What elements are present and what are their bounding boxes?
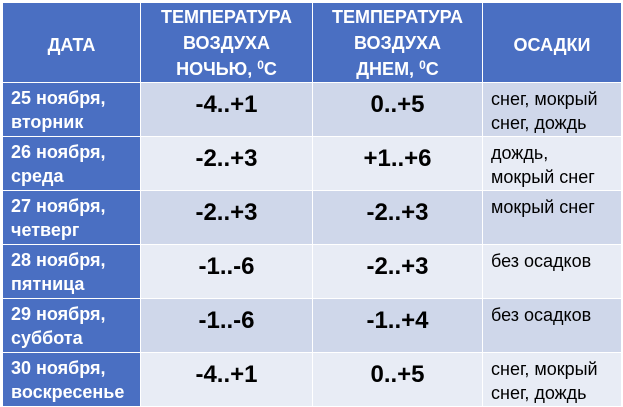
header-precip-label: ОСАДКИ xyxy=(513,34,591,55)
day-temp-cell: -2..+3 xyxy=(312,244,483,299)
header-day-degree: 0 xyxy=(419,57,426,72)
header-night-line2: ВОЗДУХА xyxy=(182,32,271,53)
table-row: 25 ноября, вторник -4..+1 0..+5 снег, мок… xyxy=(2,82,622,137)
header-precipitation: ОСАДКИ xyxy=(482,2,622,83)
precip-cell: без осадков xyxy=(482,298,622,353)
precip-cell: мокрый снег xyxy=(482,190,622,245)
day-temp-cell: 0..+5 xyxy=(312,82,483,137)
precip-line1: без осадков xyxy=(491,251,592,271)
precip-line2: снег, дождь xyxy=(491,113,587,133)
header-day-temp: ТЕМПЕРАТУРА ВОЗДУХА ДНЕМ, 0C xyxy=(312,2,483,83)
precip-line1: снег, мокрый xyxy=(491,89,598,109)
header-night-line3: НОЧЬЮ, xyxy=(176,58,258,79)
header-night-degree: 0 xyxy=(257,57,264,72)
date-label: 28 ноября, xyxy=(11,250,106,270)
night-temp-cell: -1..-6 xyxy=(140,244,313,299)
weekday-label: среда xyxy=(11,166,64,186)
date-cell: 25 ноября, вторник xyxy=(2,82,141,137)
header-date-label: ДАТА xyxy=(47,34,96,55)
night-temp-cell: -4..+1 xyxy=(140,352,313,407)
night-temp-cell: -2..+3 xyxy=(140,136,313,191)
table-row: 27 ноября, четверг -2..+3 -2..+3 мокрый с… xyxy=(2,190,622,245)
date-label: 26 ноября, xyxy=(11,142,106,162)
weekday-label: пятница xyxy=(11,274,85,294)
precip-line1: мокрый снег xyxy=(491,197,595,217)
night-temp-cell: -2..+3 xyxy=(140,190,313,245)
header-night-temp: ТЕМПЕРАТУРА ВОЗДУХА НОЧЬЮ, 0C xyxy=(140,2,313,83)
table-row: 29 ноября, суббота -1..-6 -1..+4 без осад… xyxy=(2,298,622,353)
header-night-line1: ТЕМПЕРАТУРА xyxy=(160,6,293,27)
date-label: 29 ноября, xyxy=(11,304,106,324)
table-row: 28 ноября, пятница -1..-6 -2..+3 без осад… xyxy=(2,244,622,299)
weekday-label: суббота xyxy=(11,328,83,348)
date-label: 25 ноября, xyxy=(11,88,106,108)
table-row: 26 ноября, среда -2..+3 +1..+6 дождь, мокр… xyxy=(2,136,622,191)
weekday-label: четверг xyxy=(11,220,80,240)
precip-cell: снег, мокрый снег, дождь xyxy=(482,82,622,137)
night-temp-cell: -1..-6 xyxy=(140,298,313,353)
header-night-unit: C xyxy=(263,58,277,79)
date-cell: 30 ноября, воскресенье xyxy=(2,352,141,407)
precip-line1: без осадков xyxy=(491,305,592,325)
precip-line2: снег, дождь xyxy=(491,383,587,403)
day-temp-cell: -1..+4 xyxy=(312,298,483,353)
night-temp-cell: -4..+1 xyxy=(140,82,313,137)
date-label: 27 ноября, xyxy=(11,196,106,216)
date-cell: 28 ноября, пятница xyxy=(2,244,141,299)
table-header-row: ДАТА ТЕМПЕРАТУРА ВОЗДУХА НОЧЬЮ, 0C ТЕМПЕ… xyxy=(2,2,622,83)
day-temp-cell: +1..+6 xyxy=(312,136,483,191)
table-row: 30 ноября, воскресенье -4..+1 0..+5 снег,… xyxy=(2,352,622,407)
date-cell: 27 ноября, четверг xyxy=(2,190,141,245)
precip-cell: снег, мокрый снег, дождь xyxy=(482,352,622,407)
header-day-line3: ДНЕМ, xyxy=(356,58,420,79)
header-day-line2: ВОЗДУХА xyxy=(353,32,442,53)
day-temp-cell: 0..+5 xyxy=(312,352,483,407)
weekday-label: воскресенье xyxy=(11,382,125,402)
precip-cell: без осадков xyxy=(482,244,622,299)
date-cell: 29 ноября, суббота xyxy=(2,298,141,353)
precip-line1: дождь, xyxy=(491,143,549,163)
day-temp-cell: -2..+3 xyxy=(312,190,483,245)
date-label: 30 ноября, xyxy=(11,358,106,378)
header-day-line1: ТЕМПЕРАТУРА xyxy=(331,6,464,27)
header-date: ДАТА xyxy=(2,2,141,83)
precip-line1: снег, мокрый xyxy=(491,359,598,379)
date-cell: 26 ноября, среда xyxy=(2,136,141,191)
precip-cell: дождь, мокрый снег xyxy=(482,136,622,191)
weekday-label: вторник xyxy=(11,112,84,132)
precip-line2: мокрый снег xyxy=(491,167,595,187)
header-day-unit: C xyxy=(425,58,439,79)
